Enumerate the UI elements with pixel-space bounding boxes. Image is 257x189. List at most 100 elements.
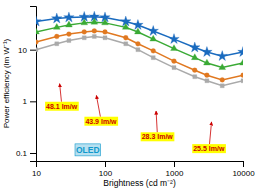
- point-marker: [36, 28, 39, 34]
- point-marker: [52, 13, 62, 23]
- tick: 100: [99, 161, 113, 178]
- point-marker: [36, 16, 41, 26]
- chart-svg: 10 100 1000 10000 0.1 1 10 48.1 lm/w 43.9 lm/w 28…: [0, 0, 257, 189]
- annotation-arrow: [60, 84, 62, 102]
- point-marker: [217, 51, 227, 61]
- chart-container: 10 100 1000 10000 0.1 1 10 48.1 lm/w 43.9 lm/w 28…: [0, 0, 257, 189]
- point-marker: [102, 19, 109, 25]
- point-marker: [190, 42, 200, 52]
- annotation-arrow: [156, 111, 157, 132]
- annotation: 43.9 lm/w: [84, 95, 118, 125]
- point-marker: [136, 41, 141, 46]
- point-marker: [36, 40, 38, 45]
- tick: 1000: [166, 161, 184, 178]
- point-marker: [64, 12, 74, 22]
- y-axis: 0.1 1 10: [16, 7, 37, 162]
- point-marker: [81, 19, 88, 25]
- tick-label: 10: [18, 46, 27, 55]
- annotation-box: [45, 102, 79, 111]
- point-marker: [193, 75, 197, 79]
- axis-line: [30, 7, 37, 162]
- point-marker: [151, 56, 155, 60]
- tick-mark: [30, 50, 36, 51]
- tick-label: 1000: [166, 169, 184, 178]
- point-marker: [150, 35, 157, 41]
- point-marker: [204, 59, 211, 65]
- point-marker: [169, 34, 179, 44]
- tick-mark: [174, 161, 175, 167]
- point-marker: [136, 48, 140, 52]
- x-axis-title: Brightness (cd m⁻²): [103, 178, 176, 188]
- tick: 10: [18, 46, 36, 55]
- tick-label: 1: [23, 97, 28, 106]
- annotation-text: OLED: [76, 145, 100, 155]
- point-marker: [240, 59, 243, 65]
- point-marker: [202, 47, 212, 57]
- point-marker: [53, 23, 60, 29]
- annotation-text: 43.9 lm/w: [85, 118, 117, 125]
- tick: 1: [23, 97, 36, 106]
- point-marker: [92, 34, 96, 38]
- series: [36, 34, 243, 87]
- y-axis-title: Power efficiency (lm W⁻¹): [2, 38, 11, 128]
- tick-mark: [30, 101, 36, 102]
- point-marker: [55, 42, 59, 46]
- point-marker: [172, 66, 176, 70]
- point-marker: [172, 59, 177, 64]
- annotation-text: 25.5 lm/w: [193, 145, 225, 152]
- point-marker: [220, 84, 224, 88]
- point-marker: [66, 21, 73, 27]
- point-marker: [92, 29, 97, 34]
- tick-mark: [105, 161, 106, 167]
- annotation: OLED: [75, 144, 101, 156]
- annotation-box: [75, 144, 101, 156]
- point-marker: [103, 30, 108, 35]
- point-marker: [205, 73, 210, 78]
- point-marker: [148, 25, 158, 35]
- point-marker: [82, 30, 87, 35]
- point-marker: [122, 23, 129, 29]
- tick-label: 0.1: [16, 149, 28, 158]
- tick-label: 10000: [232, 169, 255, 178]
- annotation-text: 48.1 lm/w: [46, 103, 78, 110]
- tick-mark: [243, 161, 244, 167]
- point-marker: [67, 39, 71, 43]
- annotation-arrow: [96, 95, 100, 116]
- annotation: 25.5 lm/w: [192, 122, 226, 153]
- point-marker: [220, 77, 225, 82]
- annotation-box: [84, 117, 118, 126]
- series-line: [36, 17, 243, 56]
- point-marker: [123, 35, 128, 40]
- data-layer: [36, 11, 243, 88]
- series: [36, 29, 243, 83]
- point-marker: [82, 36, 86, 40]
- point-marker: [124, 42, 128, 46]
- annotation: 28.3 lm/w: [141, 111, 175, 141]
- tick: 10000: [232, 161, 255, 178]
- point-marker: [103, 36, 107, 40]
- annotation-text: 28.3 lm/w: [142, 133, 174, 140]
- series: [36, 18, 243, 69]
- axis-line: [37, 162, 244, 168]
- point-marker: [135, 28, 142, 34]
- point-marker: [91, 18, 98, 24]
- annotations: 48.1 lm/w 43.9 lm/w 28.3 lm/w 25.5 lm/w OLED: [45, 84, 226, 156]
- series-line: [36, 22, 243, 67]
- point-marker: [171, 45, 178, 51]
- point-marker: [151, 48, 156, 53]
- series-line: [36, 36, 243, 85]
- tick: 0.1: [16, 149, 36, 158]
- series: [36, 11, 243, 60]
- point-marker: [241, 79, 243, 83]
- point-marker: [205, 79, 209, 83]
- tick-mark: [30, 153, 36, 154]
- tick-label: 10: [32, 169, 41, 178]
- point-marker: [192, 68, 197, 73]
- series-line: [36, 31, 243, 80]
- annotation-box: [192, 144, 226, 153]
- point-marker: [191, 54, 198, 60]
- tick-label: 100: [99, 169, 113, 178]
- annotation-box: [141, 132, 175, 141]
- point-marker: [67, 32, 72, 37]
- point-marker: [36, 48, 38, 52]
